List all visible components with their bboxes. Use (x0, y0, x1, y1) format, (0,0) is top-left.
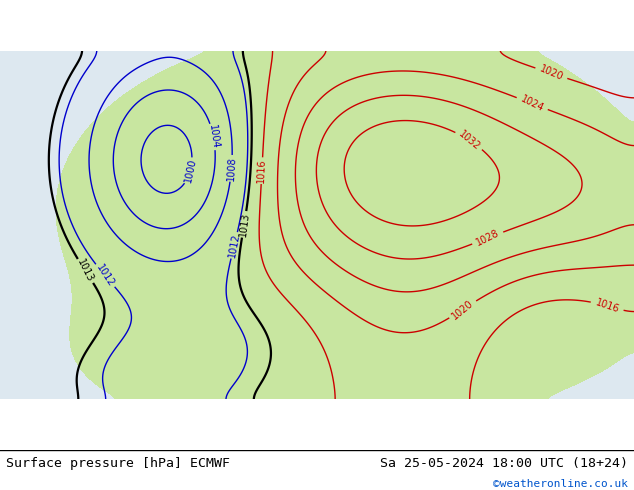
Text: 1012: 1012 (227, 232, 242, 258)
Text: 1024: 1024 (519, 94, 545, 114)
Text: 1013: 1013 (238, 212, 250, 237)
Text: 1020: 1020 (450, 298, 476, 321)
Text: 1032: 1032 (456, 129, 482, 152)
Text: 1000: 1000 (183, 158, 198, 184)
Text: 1028: 1028 (474, 228, 501, 248)
Text: 1004: 1004 (207, 124, 220, 150)
Text: 1008: 1008 (226, 156, 237, 181)
Text: ©weatheronline.co.uk: ©weatheronline.co.uk (493, 479, 628, 489)
Text: 1016: 1016 (256, 158, 268, 183)
Text: 1012: 1012 (94, 263, 116, 289)
Text: Surface pressure [hPa] ECMWF: Surface pressure [hPa] ECMWF (6, 457, 230, 470)
Text: 1016: 1016 (594, 297, 621, 315)
Text: 1020: 1020 (538, 64, 565, 83)
Text: 1013: 1013 (75, 258, 95, 284)
Text: Sa 25-05-2024 18:00 UTC (18+24): Sa 25-05-2024 18:00 UTC (18+24) (380, 457, 628, 470)
